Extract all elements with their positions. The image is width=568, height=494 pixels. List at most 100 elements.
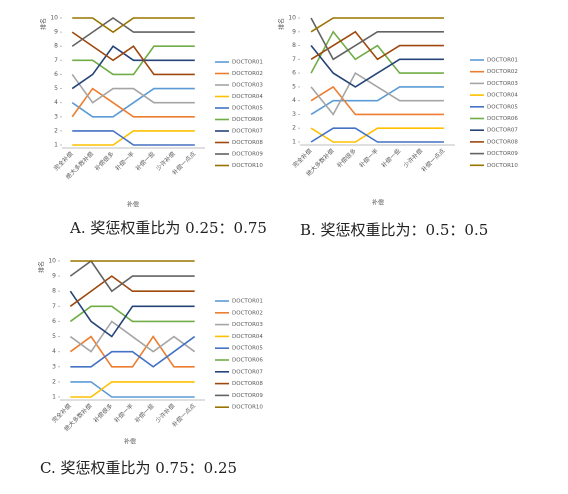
y-tick-label: 1 — [292, 139, 296, 146]
series-line — [310, 17, 444, 61]
caption: B. 奖惩权重比为：0.5：0.5 — [300, 221, 488, 239]
legend-label: DOCTOR05 — [487, 104, 518, 110]
y-tick-label: 10 — [48, 258, 56, 265]
series-line — [310, 127, 444, 143]
series-line — [310, 86, 444, 116]
legend-label: DOCTOR07 — [232, 129, 263, 135]
x-tick-label: 完全补偿 — [291, 147, 314, 170]
y-tick-label: 3 — [54, 113, 58, 120]
y-tick-label: 6 — [292, 70, 296, 77]
series-line — [71, 87, 195, 118]
series-line — [71, 17, 195, 47]
y-axis-label: 排名 — [38, 261, 46, 273]
x-tick-label: 补偿一半 — [113, 150, 136, 173]
legend-label: DOCTOR09 — [232, 393, 263, 399]
legend-label: DOCTOR08 — [232, 381, 263, 387]
y-tick-label: 5 — [52, 333, 56, 340]
series-line — [70, 381, 195, 398]
legend-label: DOCTOR06 — [487, 116, 518, 122]
x-tick-label: 补偿一半 — [112, 402, 135, 425]
y-tick-label: 3 — [292, 111, 296, 118]
y-tick-label: 5 — [54, 85, 58, 92]
y-tick-label: 6 — [52, 318, 56, 325]
series-line — [69, 320, 196, 353]
legend-label: DOCTOR01 — [232, 299, 263, 305]
y-tick-label: 9 — [292, 28, 296, 35]
legend-label: DOCTOR06 — [232, 358, 263, 364]
y-tick-label: 10 — [50, 15, 58, 22]
x-tick-label: 补偿很多 — [93, 150, 116, 173]
y-tick-label: 9 — [52, 273, 56, 280]
legend-label: DOCTOR02 — [487, 69, 518, 75]
legend-label: DOCTOR09 — [487, 151, 518, 157]
y-tick-label: 7 — [292, 56, 296, 63]
y-tick-label: 6 — [54, 71, 58, 78]
legend-label: DOCTOR09 — [232, 152, 263, 158]
y-tick-label: 2 — [292, 125, 296, 132]
y-tick-label: 7 — [54, 57, 58, 64]
y-tick-label: 1 — [52, 394, 56, 401]
y-tick-label: 8 — [54, 43, 58, 50]
y-tick-label: 4 — [54, 99, 58, 106]
x-tick-label: 少许补偿 — [402, 147, 425, 170]
x-tick-label: 补偿一半 — [357, 147, 380, 170]
series-line — [71, 31, 195, 76]
series-line — [69, 259, 195, 293]
legend-label: DOCTOR08 — [487, 139, 518, 145]
legend-label: DOCTOR07 — [232, 369, 263, 375]
y-tick-label: 5 — [292, 83, 296, 90]
x-tick-label: 补偿一些 — [133, 402, 156, 425]
legend-label: DOCTOR04 — [232, 334, 263, 340]
y-tick-label: 1 — [54, 142, 58, 149]
caption: A. 奖惩权重比为 0.25：0.75 — [69, 219, 267, 237]
x-tick-label: 补偿很多 — [335, 147, 358, 170]
series-line — [310, 30, 444, 61]
legend-label: DOCTOR10 — [232, 163, 263, 169]
series-line — [69, 275, 195, 307]
y-tick-label: 7 — [52, 303, 56, 310]
legend-label: DOCTOR06 — [232, 117, 263, 123]
y-tick-label: 2 — [52, 378, 56, 385]
y-tick-label: 2 — [54, 127, 58, 134]
series-line — [310, 45, 444, 88]
legend-label: DOCTOR03 — [232, 83, 263, 89]
x-axis-label: 补偿 — [372, 199, 384, 207]
series-line — [72, 130, 195, 146]
legend-label: DOCTOR05 — [232, 106, 263, 112]
legend-label: DOCTOR03 — [232, 322, 263, 328]
series-line — [69, 335, 195, 368]
y-axis-label: 排名 — [278, 18, 286, 30]
series-line — [310, 127, 444, 143]
series-line — [71, 45, 195, 90]
caption: C. 奖惩权重比为 0.75：0.25 — [40, 459, 237, 477]
series-line — [310, 30, 444, 74]
series-line — [72, 130, 195, 146]
x-axis-label: 补偿 — [124, 438, 136, 446]
x-axis-label: 补偿 — [127, 201, 139, 209]
series-line — [71, 73, 195, 104]
y-tick-label: 8 — [52, 288, 56, 295]
x-tick-label: 补偿一点点 — [420, 147, 447, 174]
y-axis-label: 排名 — [40, 18, 48, 30]
series-line — [71, 87, 195, 118]
legend-label: DOCTOR01 — [487, 58, 518, 64]
series-line — [70, 381, 195, 398]
series-line — [310, 71, 444, 116]
legend-label: DOCTOR10 — [487, 163, 518, 169]
y-tick-label: 9 — [54, 29, 58, 36]
y-tick-label: 3 — [52, 363, 56, 370]
x-tick-label: 补偿一些 — [379, 147, 402, 170]
series-line — [69, 290, 195, 338]
y-tick-label: 4 — [292, 97, 296, 104]
series-line — [72, 17, 195, 34]
series-line — [310, 17, 444, 33]
x-tick-label: 补偿一些 — [134, 150, 157, 173]
legend-label: DOCTOR10 — [232, 405, 263, 411]
y-tick-label: 8 — [292, 42, 296, 49]
legend-label: DOCTOR05 — [232, 346, 263, 352]
legend-label: DOCTOR07 — [487, 128, 518, 134]
legend-label: DOCTOR02 — [232, 71, 263, 77]
series-line — [69, 305, 195, 323]
y-tick-label: 4 — [52, 348, 56, 355]
